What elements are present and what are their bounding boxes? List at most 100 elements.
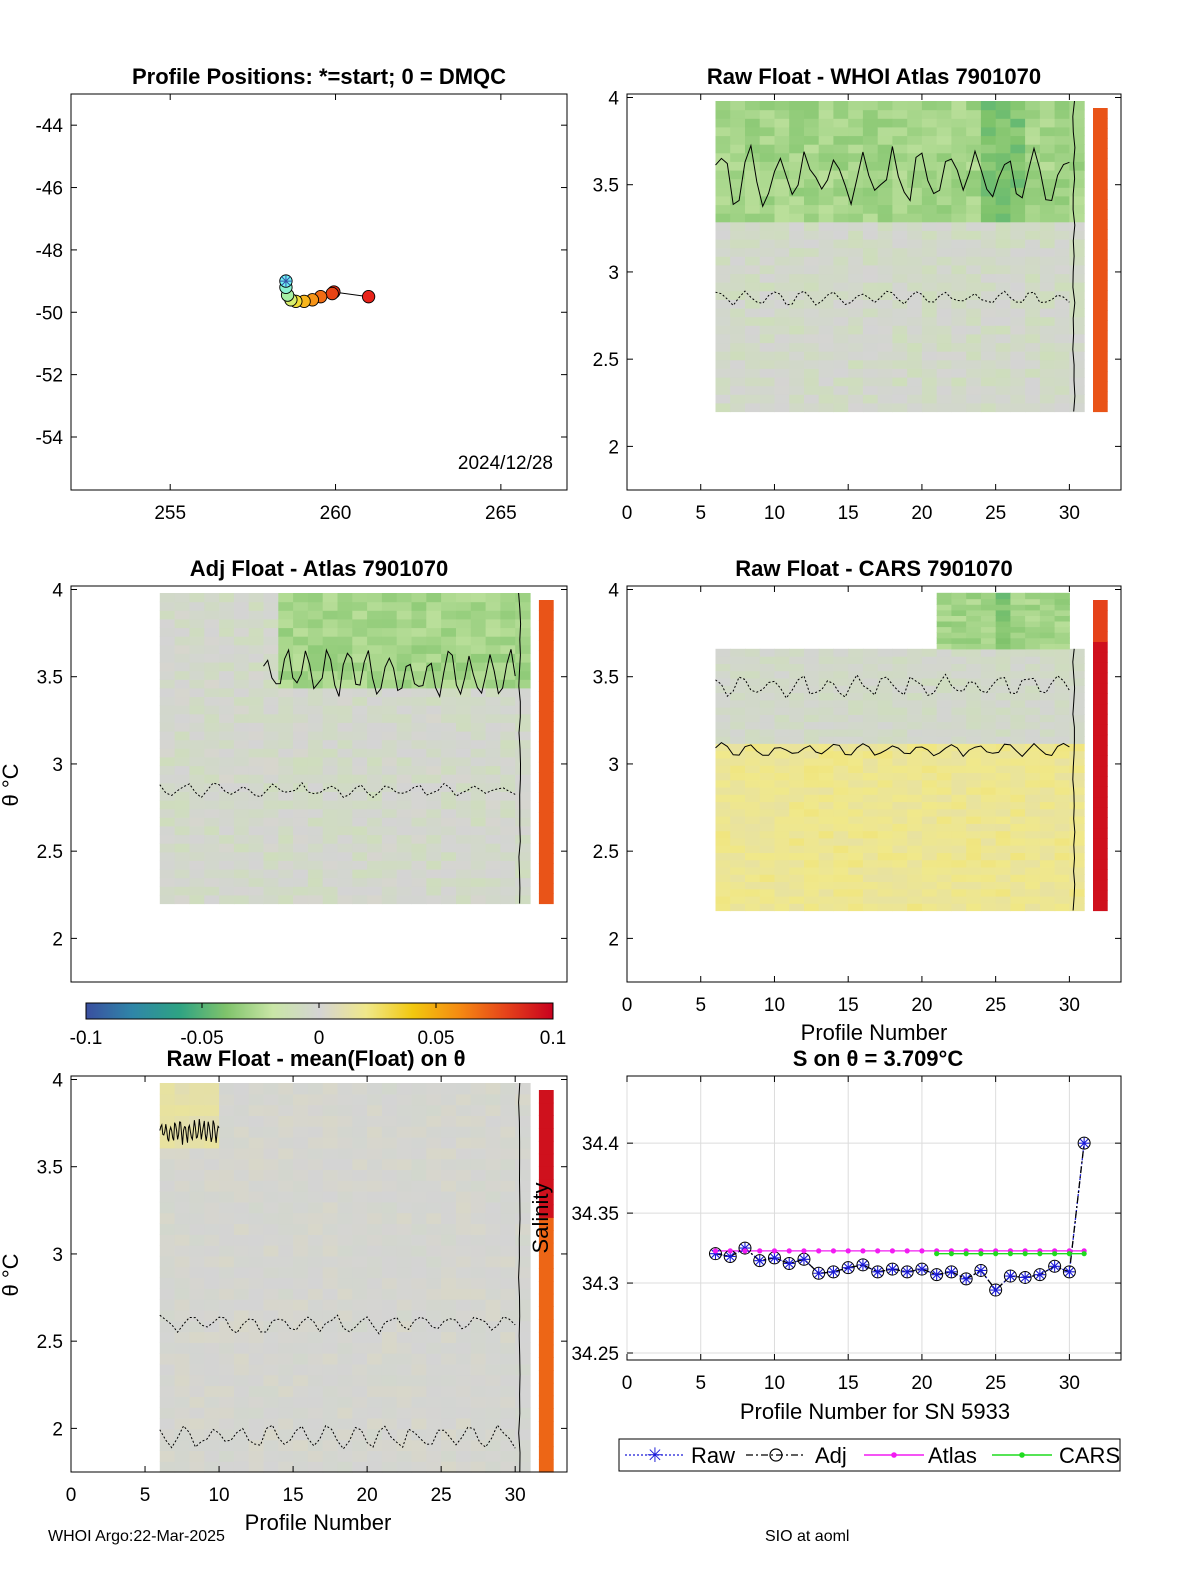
heatmap-cell [189, 1201, 205, 1214]
heatmap-cell [862, 230, 879, 240]
heatmap-cell [745, 161, 761, 171]
heatmap-cell [848, 685, 864, 693]
heatmap-cell [411, 782, 427, 792]
heatmap-cell [538, 772, 554, 783]
point-adj [900, 1265, 914, 1279]
heatmap-cell [337, 1407, 353, 1419]
heatmap-cell [745, 903, 761, 912]
heatmap-cell [174, 1115, 190, 1127]
heatmap-cell [907, 837, 923, 846]
raw-mean-xlabel: Profile Number [245, 1510, 392, 1535]
heatmap-cell [833, 786, 849, 795]
heatmap-cell [538, 1433, 554, 1448]
heatmap-cell [411, 1191, 427, 1203]
heatmap-cell [189, 1331, 205, 1343]
heatmap-cell [995, 757, 1011, 766]
heatmap-cell [1025, 808, 1041, 817]
heatmap-cell [352, 1407, 368, 1419]
heatmap-cell [411, 1320, 427, 1333]
heatmap-cell [892, 808, 908, 817]
heatmap-cell [500, 851, 516, 861]
heatmap-cell [322, 1331, 339, 1343]
heatmap-cell [159, 1288, 176, 1300]
heatmap-cell [936, 144, 952, 154]
heatmap-cell [848, 692, 864, 701]
heatmap-cell [1025, 592, 1041, 600]
heatmap-cell [818, 402, 834, 413]
heatmap-cell [456, 834, 472, 844]
heatmap-cell [951, 368, 967, 378]
heatmap-cell [470, 1396, 487, 1408]
heatmap-cell [248, 1309, 265, 1322]
heatmap-cell [381, 791, 398, 801]
heatmap-cell [1093, 600, 1108, 611]
heatmap-cell [352, 705, 368, 715]
heatmap-cell [789, 264, 805, 275]
heatmap-cell [1069, 290, 1085, 300]
heatmap-cell [980, 707, 997, 715]
heatmap-cell [966, 801, 982, 810]
heatmap-cell [995, 888, 1011, 897]
heatmap-cell [804, 794, 820, 803]
heatmap-cell [159, 1245, 176, 1257]
heatmap-cell [515, 1309, 531, 1322]
heatmap-cell [715, 888, 731, 897]
heatmap-cell [1093, 807, 1108, 818]
heatmap-cell [381, 1115, 398, 1127]
heatmap-cell [441, 886, 457, 896]
heatmap-cell [833, 859, 849, 868]
heatmap-cell [966, 247, 982, 257]
heatmap-cell [337, 1450, 353, 1462]
heatmap-cell [189, 1277, 205, 1289]
heatmap-cell [907, 308, 923, 318]
heatmap-cell [877, 801, 893, 810]
heatmap-cell [337, 1191, 353, 1203]
heatmap-cell [951, 743, 967, 752]
heatmap-cell [1025, 714, 1041, 723]
heatmap-cell [263, 886, 279, 896]
heatmap-cell [500, 610, 516, 620]
heatmap-cell [189, 774, 205, 784]
heatmap-cell [1010, 615, 1026, 622]
heatmap-cell [818, 866, 834, 875]
heatmap-cell [1069, 170, 1085, 180]
heatmap-cell [307, 817, 324, 827]
heatmap-cell [426, 705, 442, 715]
heatmap-cell [367, 662, 383, 672]
heatmap-cell [426, 877, 442, 887]
heatmap-cell [818, 152, 834, 162]
heatmap-cell [367, 1266, 383, 1279]
heatmap-cell [833, 714, 849, 723]
heatmap-cell [774, 837, 790, 846]
heatmap-cell [204, 791, 220, 801]
heatmap-cell [159, 782, 176, 792]
heatmap-cell [485, 1439, 501, 1451]
heatmap-cell [219, 1396, 235, 1408]
heatmap-cell [907, 204, 923, 214]
heatmap-cell [995, 170, 1011, 180]
heatmap-cell [352, 1158, 368, 1170]
heatmap-cell [936, 779, 952, 788]
heatmap-cell [995, 874, 1011, 882]
heatmap-cell [500, 670, 516, 680]
heatmap-cell [715, 109, 731, 119]
heatmap-cell [980, 135, 997, 145]
heatmap-cell [367, 1137, 383, 1149]
heatmap-cell [745, 204, 761, 214]
heatmap-cell [411, 636, 427, 646]
heatmap-cell [774, 903, 790, 912]
heatmap-cell [159, 1223, 176, 1235]
heatmap-cell [774, 316, 790, 326]
heatmap-cell [204, 1158, 220, 1170]
heatmap-cell [892, 135, 908, 145]
heatmap-cell [426, 731, 442, 741]
heatmap-cell [159, 1418, 176, 1430]
heatmap-cell [730, 170, 746, 180]
heatmap-cell [307, 1201, 324, 1214]
heatmap-cell [966, 874, 982, 882]
heatmap-cell [411, 1407, 427, 1419]
heatmap-cell [204, 1104, 220, 1116]
heatmap-cell [538, 832, 554, 844]
heatmap-cell [980, 808, 997, 817]
heatmap-cell [538, 852, 554, 864]
